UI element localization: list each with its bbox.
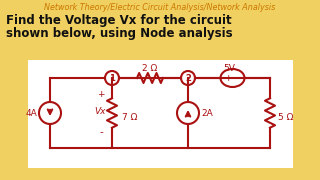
Text: -: - (99, 127, 103, 137)
Text: Find the Voltage Vx for the circuit: Find the Voltage Vx for the circuit (6, 14, 232, 27)
Text: 2A: 2A (201, 109, 213, 118)
Text: shown below, using Node analysis: shown below, using Node analysis (6, 27, 233, 40)
Text: 7 Ω: 7 Ω (122, 112, 137, 122)
Text: 1: 1 (109, 73, 115, 82)
Text: 2: 2 (185, 73, 191, 82)
Text: 5 Ω: 5 Ω (278, 112, 293, 122)
Text: 5V: 5V (223, 64, 235, 73)
Text: Vx: Vx (94, 107, 106, 116)
Text: Network Theory/Electric Circuit Analysis/Network Analysis: Network Theory/Electric Circuit Analysis… (44, 3, 276, 12)
Bar (28, 60, 293, 168)
Text: 4A: 4A (25, 109, 37, 118)
Text: 2 Ω: 2 Ω (142, 64, 158, 73)
Text: +: + (224, 73, 231, 82)
Text: +: + (97, 89, 105, 98)
Text: -: - (236, 73, 239, 83)
